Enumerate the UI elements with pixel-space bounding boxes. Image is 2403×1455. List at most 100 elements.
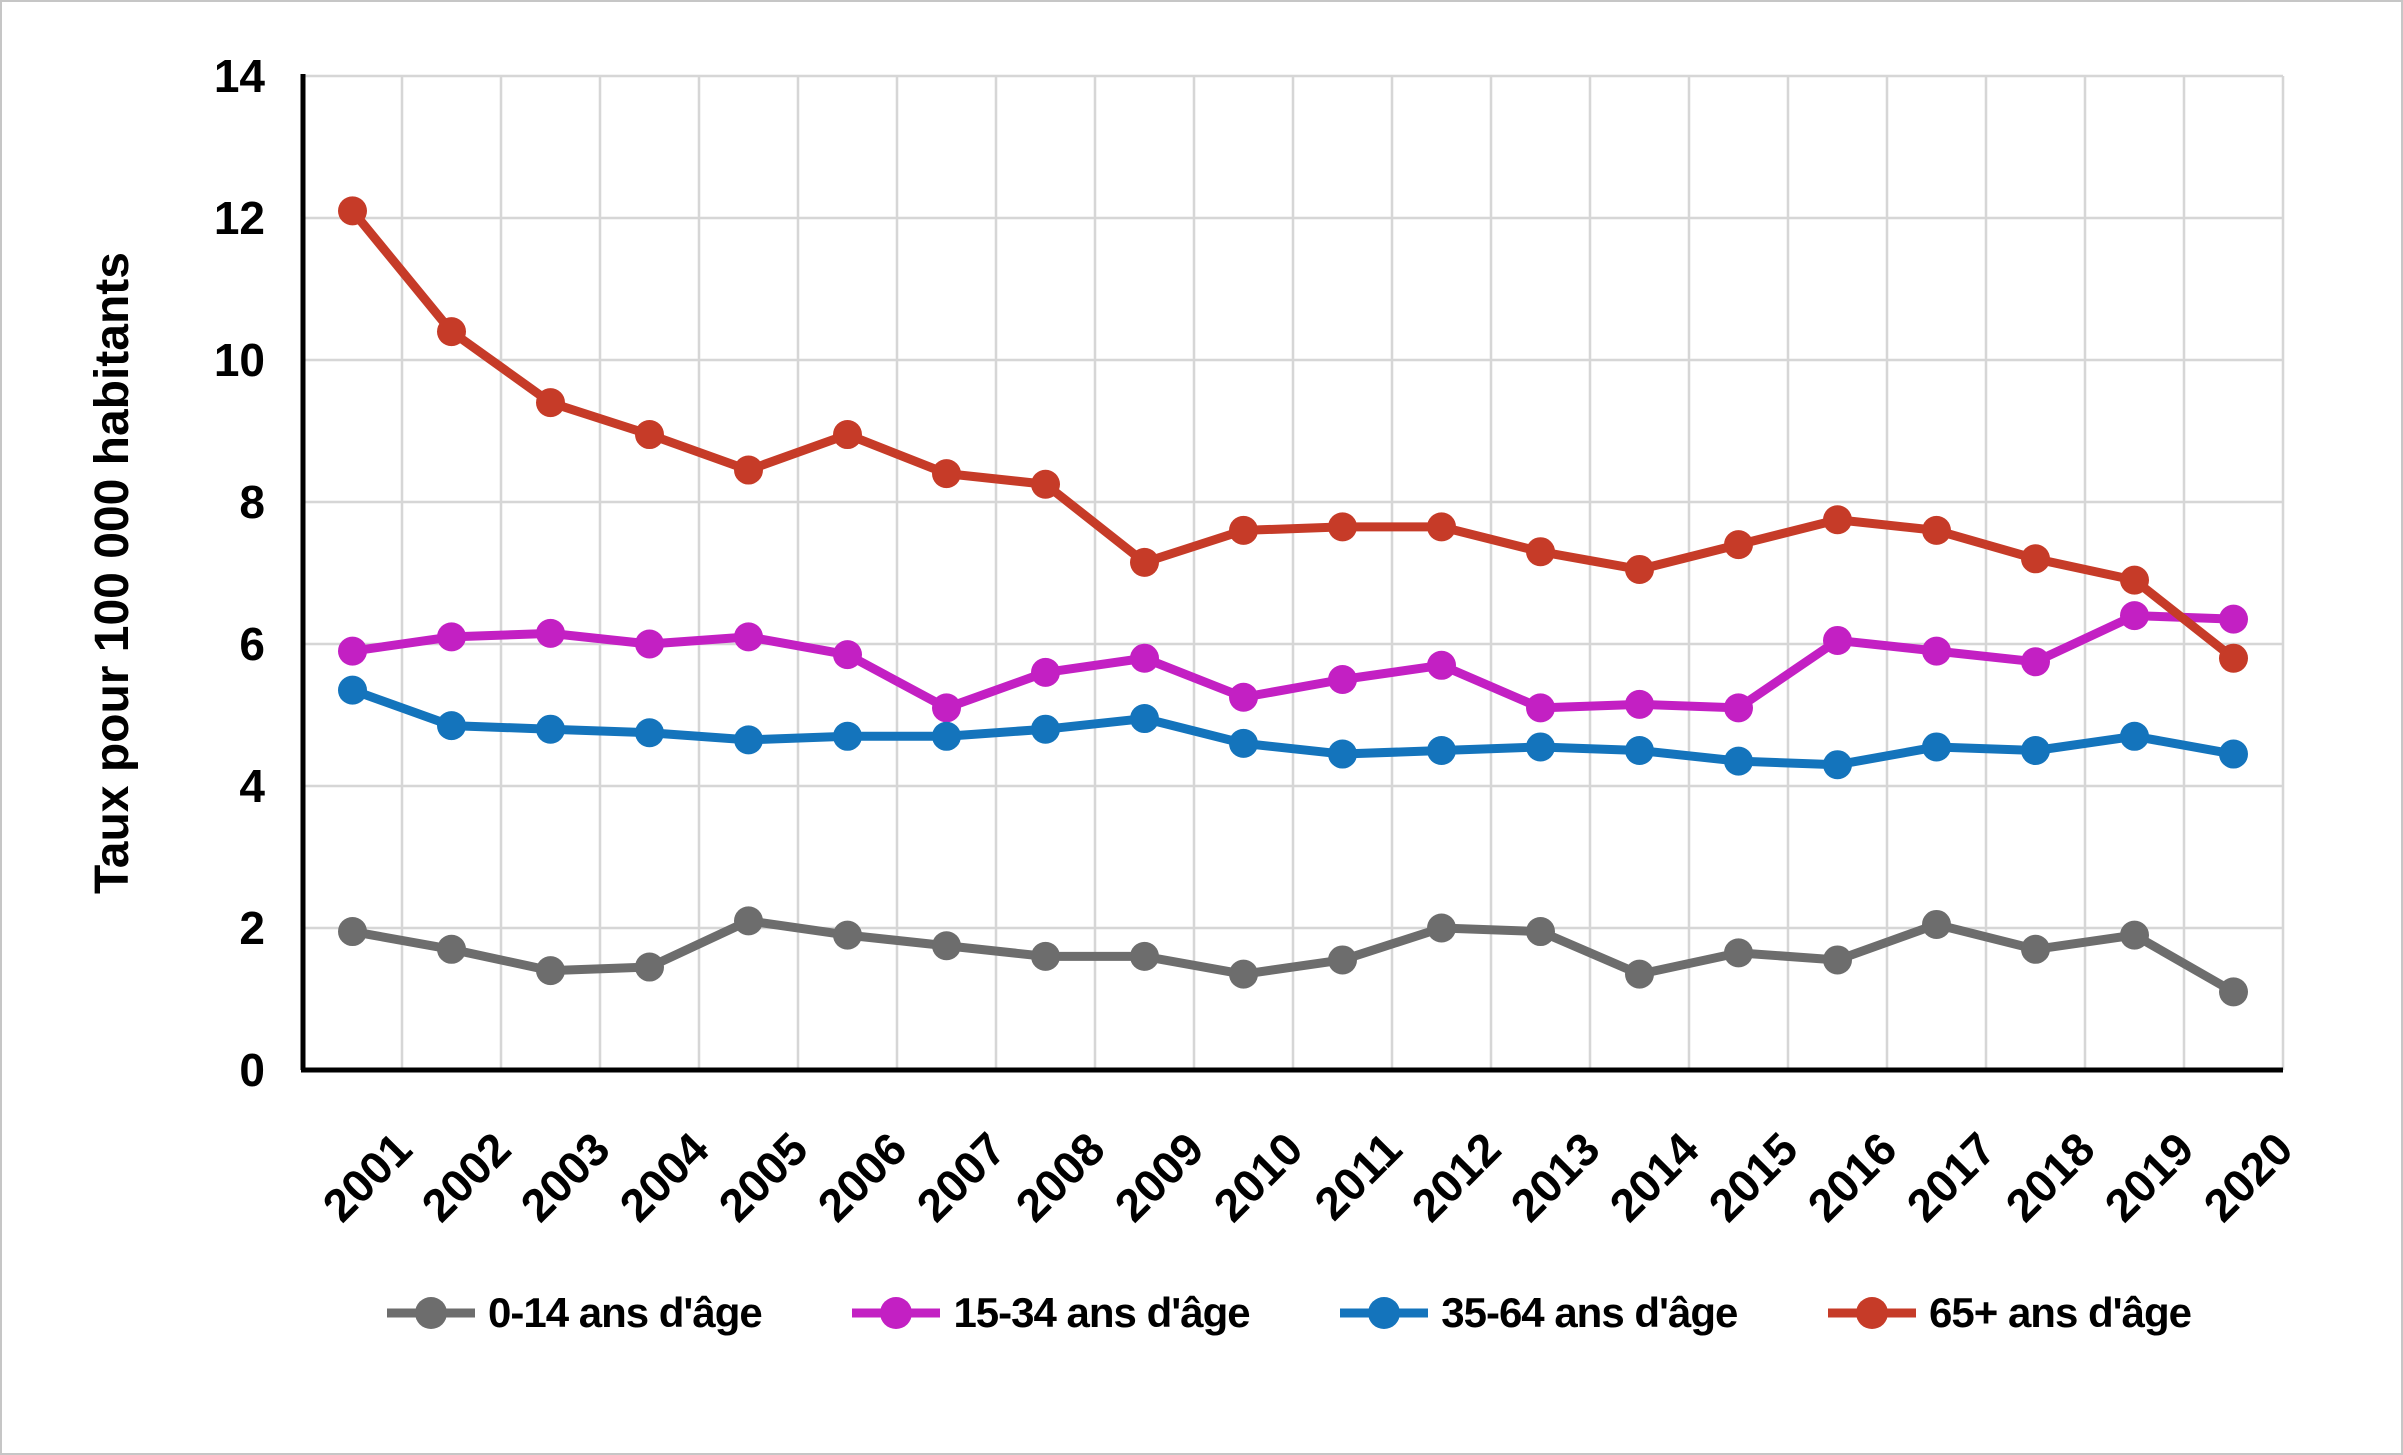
data-point xyxy=(2219,739,2248,769)
data-point xyxy=(1427,736,1456,765)
data-point xyxy=(932,721,961,751)
x-tick-label: 2011 xyxy=(1304,1122,1411,1229)
x-tick-label: 2014 xyxy=(1599,1122,1708,1231)
legend-item-35-64: 35-64 ans d'âge xyxy=(1339,1289,1738,1337)
data-point xyxy=(1922,909,1951,939)
legend-label-0-14: 0-14 ans d'âge xyxy=(488,1289,763,1336)
y-tick-label: 12 xyxy=(214,192,265,244)
data-point xyxy=(1130,547,1159,577)
data-point xyxy=(833,920,862,950)
data-point xyxy=(536,714,565,744)
series-line xyxy=(348,916,2238,997)
series-0-14-ans-d-ge xyxy=(338,906,2248,1007)
data-point xyxy=(1328,512,1357,542)
data-point xyxy=(1031,941,1060,971)
data-point xyxy=(734,455,763,485)
data-point xyxy=(833,420,862,450)
data-point xyxy=(734,725,763,755)
data-point xyxy=(2219,643,2248,673)
data-point xyxy=(635,718,664,748)
data-point xyxy=(1625,959,1654,989)
x-tick-label: 2019 xyxy=(2094,1122,2203,1231)
data-point xyxy=(1922,636,1951,666)
data-point xyxy=(1031,469,1060,499)
x-tick-label: 2007 xyxy=(906,1122,1015,1231)
data-point xyxy=(2021,934,2050,964)
x-tick-label: 2006 xyxy=(807,1122,916,1231)
y-tick-label: 6 xyxy=(239,618,265,670)
x-tick-label: 2012 xyxy=(1401,1122,1510,1231)
data-point xyxy=(1130,704,1159,734)
series-65+-ans-d-ge xyxy=(338,196,2248,673)
data-point xyxy=(1229,728,1258,758)
y-tick-label: 14 xyxy=(214,50,266,102)
x-tick-label: 2001 xyxy=(312,1122,421,1231)
data-point xyxy=(1328,739,1357,769)
data-point xyxy=(833,640,862,670)
gridlines xyxy=(303,74,2285,1070)
x-tick-label: 2018 xyxy=(1995,1122,2104,1231)
y-tick-label: 2 xyxy=(239,902,265,954)
data-point xyxy=(536,956,565,986)
series-35-64-ans-d-ge xyxy=(338,675,2248,780)
legend-marker-35-64-icon xyxy=(1340,1297,1429,1329)
x-tick-label: 2017 xyxy=(1896,1122,2005,1231)
x-tick-label: 2009 xyxy=(1104,1122,1213,1231)
data-point xyxy=(2219,977,2248,1007)
data-point xyxy=(1922,732,1951,762)
data-point xyxy=(536,618,565,648)
x-tick-label: 2004 xyxy=(609,1122,718,1231)
data-point xyxy=(338,675,367,705)
data-point xyxy=(1526,732,1555,762)
y-tick-label: 4 xyxy=(239,760,265,812)
x-tick-label: 2015 xyxy=(1698,1122,1807,1231)
data-point xyxy=(1823,625,1852,655)
data-point xyxy=(1427,650,1456,680)
data-point xyxy=(1526,537,1555,567)
data-point xyxy=(1823,505,1852,535)
data-point xyxy=(635,420,664,450)
data-point xyxy=(1625,554,1654,584)
data-point xyxy=(635,629,664,659)
data-point xyxy=(1229,515,1258,545)
data-point xyxy=(338,636,367,666)
data-point xyxy=(932,693,961,723)
x-tick-label: 2008 xyxy=(1005,1122,1114,1231)
data-point xyxy=(437,934,466,964)
y-axis-title: Taux pour 100 000 habitants xyxy=(86,252,139,894)
data-point xyxy=(2120,920,2149,950)
legend-marker-0-14-icon xyxy=(387,1297,475,1329)
x-tick-label: 2002 xyxy=(411,1122,520,1231)
data-point xyxy=(338,917,367,947)
data-point xyxy=(734,622,763,652)
data-point xyxy=(2120,721,2149,751)
data-point xyxy=(1031,657,1060,687)
data-point xyxy=(1328,945,1357,975)
data-point xyxy=(1031,714,1060,744)
data-point xyxy=(2021,647,2050,677)
data-point xyxy=(338,196,367,226)
chart-legend: 0-14 ans d'âge 15-34 ans d'âge 35-64 ans… xyxy=(386,1278,2192,1348)
y-tick-label: 8 xyxy=(239,476,265,528)
x-tick-label: 2005 xyxy=(708,1122,817,1231)
x-tick-label: 2003 xyxy=(510,1122,619,1231)
data-point xyxy=(1229,959,1258,989)
data-point xyxy=(2021,544,2050,574)
data-point xyxy=(1823,945,1852,975)
data-point xyxy=(1724,746,1753,776)
legend-item-65plus: 65+ ans d'âge xyxy=(1827,1289,2192,1337)
data-point xyxy=(1922,515,1951,545)
x-axis-tick-labels: 2001200220032004200520062007200820092010… xyxy=(312,1122,2302,1231)
data-point xyxy=(1427,913,1456,943)
data-point xyxy=(1823,750,1852,780)
data-point xyxy=(932,459,961,489)
data-point xyxy=(2021,736,2050,765)
legend-marker-15-34-icon xyxy=(852,1297,941,1329)
data-point xyxy=(2120,601,2149,631)
data-point xyxy=(437,317,466,347)
legend-marker-65plus-icon xyxy=(1828,1297,1917,1329)
y-tick-label: 0 xyxy=(239,1044,265,1096)
data-point xyxy=(1427,512,1456,542)
x-tick-label: 2010 xyxy=(1203,1122,1312,1231)
